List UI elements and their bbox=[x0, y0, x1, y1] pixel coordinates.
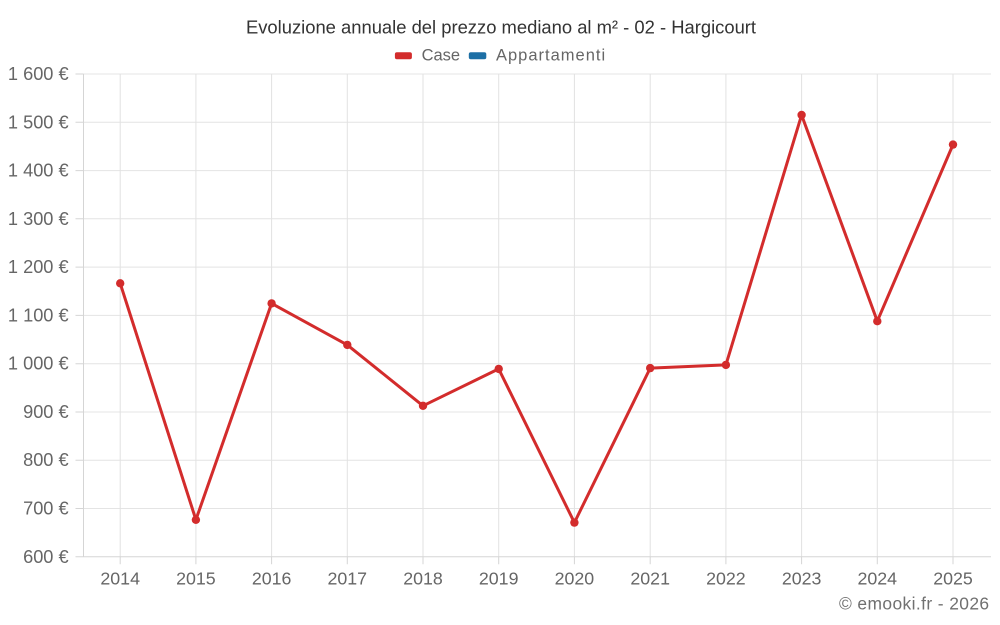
svg-text:2014: 2014 bbox=[100, 569, 140, 589]
svg-text:Appartamenti: Appartamenti bbox=[496, 46, 606, 64]
svg-text:2017: 2017 bbox=[328, 569, 368, 589]
svg-text:2022: 2022 bbox=[706, 569, 746, 589]
svg-text:1 300 €: 1 300 € bbox=[8, 209, 69, 229]
svg-text:700 €: 700 € bbox=[23, 499, 69, 519]
svg-text:2016: 2016 bbox=[252, 569, 292, 589]
svg-text:2024: 2024 bbox=[858, 569, 898, 589]
svg-text:1 000 €: 1 000 € bbox=[8, 354, 69, 374]
svg-text:Case: Case bbox=[422, 46, 461, 64]
svg-text:Evoluzione annuale del prezzo: Evoluzione annuale del prezzo mediano al… bbox=[246, 17, 756, 38]
svg-text:2019: 2019 bbox=[479, 569, 519, 589]
svg-text:2025: 2025 bbox=[933, 569, 973, 589]
svg-text:1 100 €: 1 100 € bbox=[8, 305, 69, 325]
svg-text:2020: 2020 bbox=[555, 569, 595, 589]
svg-text:2023: 2023 bbox=[782, 569, 822, 589]
svg-text:1 400 €: 1 400 € bbox=[8, 161, 69, 181]
svg-text:1 200 €: 1 200 € bbox=[8, 257, 69, 277]
svg-text:1 500 €: 1 500 € bbox=[8, 112, 69, 132]
svg-text:1 600 €: 1 600 € bbox=[8, 64, 69, 84]
svg-text:© emooki.fr - 2026: © emooki.fr - 2026 bbox=[839, 594, 990, 614]
svg-text:2021: 2021 bbox=[630, 569, 670, 589]
svg-text:600 €: 600 € bbox=[23, 547, 69, 567]
svg-text:900 €: 900 € bbox=[23, 402, 69, 422]
svg-text:800 €: 800 € bbox=[23, 450, 69, 470]
svg-text:2015: 2015 bbox=[176, 569, 216, 589]
svg-text:2018: 2018 bbox=[403, 569, 443, 589]
